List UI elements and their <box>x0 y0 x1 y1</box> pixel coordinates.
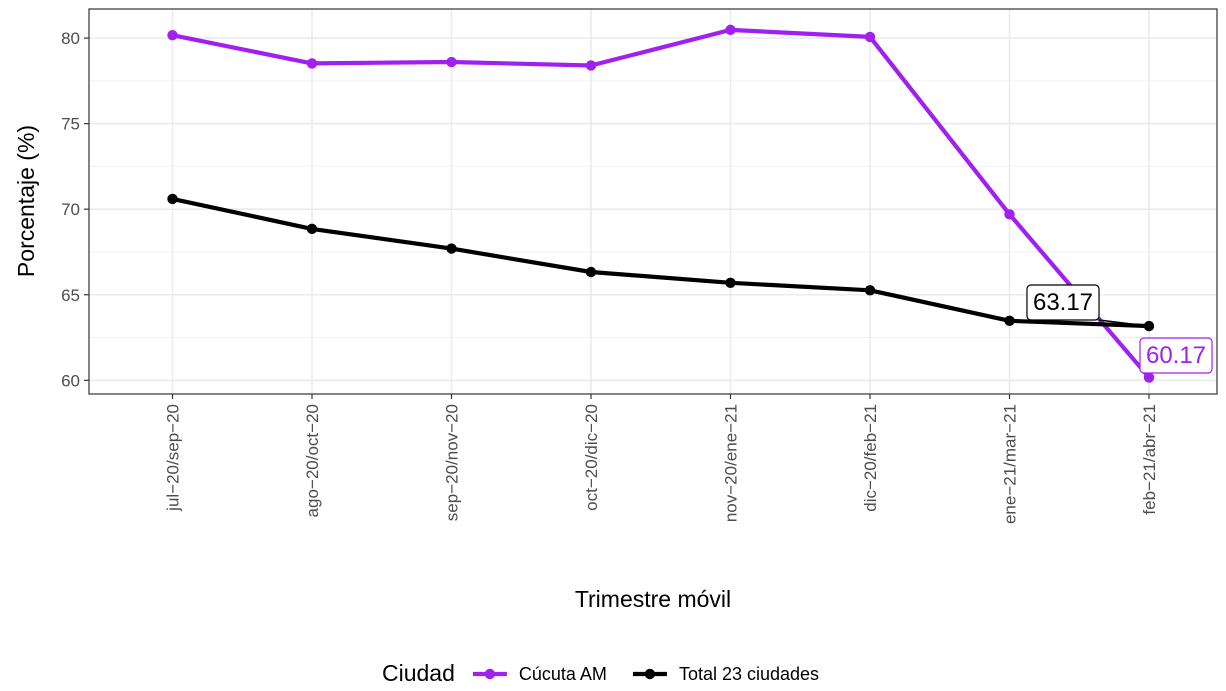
x-tick-label: ago−20/oct−20 <box>303 404 322 517</box>
annotation-box <box>1139 337 1213 374</box>
x-tick-label: sep−20/nov−20 <box>443 404 462 521</box>
annotation-connector <box>1098 319 1150 327</box>
annotation-label-1: 63.17 <box>1026 284 1150 327</box>
x-tick-label: dic−20/feb−21 <box>861 404 880 512</box>
x-tick-label: ene−21/mar−21 <box>1001 404 1020 524</box>
legend-item-1: Total 23 ciudades <box>632 664 819 684</box>
series-1-point <box>1004 315 1015 326</box>
y-tick-label: 70 <box>61 200 80 219</box>
y-tick-label: 65 <box>61 286 80 305</box>
series-0-point <box>725 24 736 36</box>
series-0-point <box>167 29 178 41</box>
annotation-text: 63.17 <box>1033 289 1093 316</box>
axes: 60 65 70 75 80 jul−20/sep−20 ago−20/oct−20 sep−… <box>61 29 1159 524</box>
x-tick-label: oct−20/dic−20 <box>582 404 601 511</box>
legend: Ciudad Cúcuta AM Total 23 ciudades <box>382 660 819 686</box>
legend-title: Ciudad <box>382 660 455 686</box>
y-tick-label: 60 <box>61 371 80 390</box>
series-1-point <box>167 193 178 205</box>
series-0-point <box>1143 372 1155 383</box>
series-1-point <box>585 266 597 278</box>
legend-item-0: Cúcuta AM <box>472 664 607 684</box>
x-tick-label: nov−20/ene−21 <box>722 404 741 522</box>
series-1-point <box>306 223 318 235</box>
series-line-1 <box>170 196 1152 329</box>
y-tick-label: 80 <box>61 29 80 48</box>
annotation-label-0: 60.17 <box>1139 337 1213 374</box>
series-0-point <box>446 56 457 68</box>
annotation-text: 60.17 <box>1146 342 1206 369</box>
series-0-point <box>1004 209 1015 220</box>
plot-panel-border <box>88 8 1218 395</box>
series-lines <box>167 24 1155 383</box>
series-1-point <box>864 285 876 296</box>
series-1-point <box>446 243 457 254</box>
legend-label: Total 23 ciudades <box>679 664 819 684</box>
x-tick-label: jul−20/sep−20 <box>164 404 183 512</box>
series-line-0 <box>170 27 1152 380</box>
annotation-box <box>1026 284 1100 321</box>
series-0-point <box>585 60 597 71</box>
series-0-point <box>864 31 876 43</box>
series-0-point <box>306 58 318 69</box>
legend-key-point <box>484 668 496 680</box>
legend-items: Cúcuta AM Total 23 ciudades <box>472 664 819 684</box>
y-axis-title: Porcentaje (%) <box>13 125 39 277</box>
series-1-point <box>725 277 736 288</box>
legend-key-point <box>644 668 656 680</box>
annotations: 60.17 63.17 <box>1026 284 1213 374</box>
y-tick-label: 75 <box>61 115 80 134</box>
x-axis-title: Trimestre móvil <box>575 586 731 612</box>
grid-lines <box>89 9 1217 394</box>
x-tick-label: feb−21/abr−21 <box>1140 404 1159 515</box>
legend-label: Cúcuta AM <box>519 664 607 684</box>
